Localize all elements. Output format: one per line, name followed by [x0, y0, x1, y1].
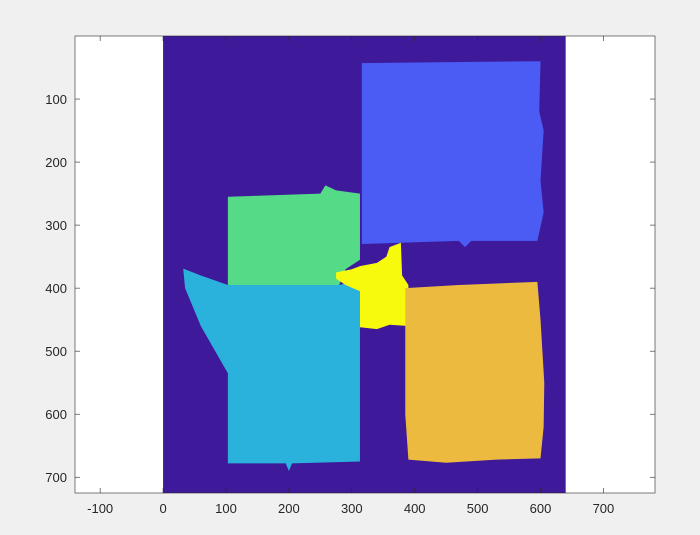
axis-ticks: -100 0 100 200 300 400 500 600 700 100 200 300 400 50…: [45, 36, 655, 516]
x-tick-label: 0: [159, 501, 166, 516]
y-tick-label: 300: [45, 218, 67, 233]
image-plot: [163, 36, 566, 493]
x-tick-label: 200: [278, 501, 300, 516]
x-tick-label: 400: [404, 501, 426, 516]
region-3: [183, 268, 360, 471]
y-tick-label: 700: [45, 470, 67, 485]
y-tick-label: 100: [45, 92, 67, 107]
region-1: [361, 61, 544, 248]
region-5: [405, 281, 545, 463]
x-tick-label: 600: [530, 501, 552, 516]
axes-box: [74, 35, 656, 494]
y-tick-label: 600: [45, 407, 67, 422]
region-2: [227, 185, 360, 285]
region-4: [336, 242, 409, 330]
y-tick-label: 200: [45, 155, 67, 170]
y-tick-label: 500: [45, 344, 67, 359]
x-tick-label: 300: [341, 501, 363, 516]
x-tick-label: -100: [87, 501, 113, 516]
x-tick-label: 500: [467, 501, 489, 516]
x-tick-label: 100: [215, 501, 237, 516]
x-tick-label: 700: [593, 501, 615, 516]
y-tick-label: 400: [45, 281, 67, 296]
